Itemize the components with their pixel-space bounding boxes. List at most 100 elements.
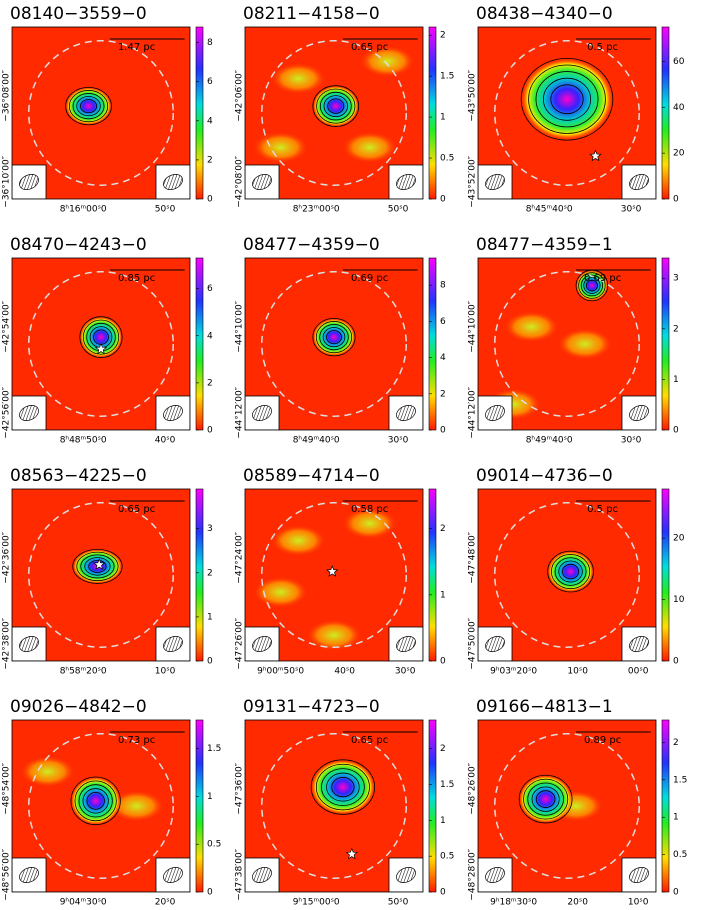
colorbar-label: 2 (207, 155, 213, 165)
frame (244, 488, 424, 662)
contour (531, 786, 560, 812)
beam (252, 405, 272, 421)
star (94, 342, 108, 355)
star (345, 847, 358, 860)
image: 0.65 pc (245, 720, 423, 892)
colorbar (428, 719, 437, 893)
colorbar-label: 1.5 (440, 780, 454, 790)
frame (477, 257, 657, 431)
emission (19, 755, 76, 788)
colorbar (195, 488, 204, 662)
panel-title: 08438−4340−0 (476, 4, 613, 24)
field-circle (494, 40, 640, 186)
contour (547, 550, 594, 593)
dec-label: −47°24′00″ (235, 531, 245, 583)
image: 0.85 pc (12, 258, 190, 430)
scale-label: 0.85 pc (118, 273, 155, 284)
colorbar-label: 1.5 (440, 72, 454, 82)
beam (396, 174, 416, 190)
ra-label: 8ʰ16ᵐ00ˢ0 (60, 205, 107, 215)
panel: 08589−4714−0 0.58 pc 0 1 2 −47°24′00″ −47°26′0… (235, 466, 447, 677)
colorbar-label: 0 (673, 195, 679, 205)
panel: 08211−4158−0 0.65 pc 0 0.5 1 1.5 2 −42°06′00″ −4… (235, 4, 455, 215)
field-circle (28, 40, 174, 186)
panel-title: 08563−4225−0 (10, 466, 147, 486)
contour (84, 557, 111, 576)
frame (477, 488, 657, 662)
colorbar-label: 0 (207, 195, 213, 205)
field-circle (261, 271, 407, 417)
colorbar-label: 0 (440, 426, 446, 436)
colorbar-label: 8 (207, 38, 213, 48)
scale-label: 0.69 pc (584, 273, 621, 284)
panel: 09014−4736−0 0.5 pc 0 10 20 −47°48′00″ −47°50′… (468, 466, 685, 677)
contour (319, 91, 352, 121)
panel-title: 09166−4813−1 (476, 697, 613, 717)
beam (19, 405, 39, 421)
ra-label: 50ˢ0 (388, 898, 409, 908)
beam (19, 636, 39, 652)
beam-right (388, 164, 423, 199)
colorbar-label: 3 (207, 524, 213, 534)
colorbar-label: 2 (440, 389, 446, 399)
contour (315, 763, 370, 811)
dec-label: −42°38′00″ (2, 617, 12, 669)
ra-label: 9ʰ15ᵐ00ˢ0 (293, 898, 340, 908)
emission (341, 131, 398, 164)
beam (163, 636, 183, 652)
ra-label: 30ˢ0 (621, 436, 642, 446)
source (65, 87, 112, 126)
ra-label: 40ˢ0 (334, 667, 355, 677)
colorbar-label: 1 (440, 113, 446, 123)
colorbar-label: 0 (207, 888, 213, 898)
contour (316, 88, 356, 124)
colorbar-label: 0 (440, 657, 446, 667)
contour (79, 316, 123, 358)
panel-title: 09131−4723−0 (243, 697, 380, 717)
contour (72, 548, 123, 584)
contour (70, 776, 121, 826)
beam-right (155, 395, 190, 430)
dec-label: −43°50′00″ (468, 69, 478, 121)
field-circle (261, 502, 407, 648)
star (589, 149, 602, 162)
colorbar-label: 8 (440, 281, 446, 291)
source (310, 759, 375, 815)
image: 0.65 pc (12, 489, 190, 661)
emission (270, 524, 327, 557)
contour (528, 64, 606, 134)
colorbar-label: 0.5 (207, 840, 221, 850)
colorbar-label: 1.5 (207, 744, 221, 754)
contour (562, 563, 580, 580)
emission (556, 328, 613, 360)
panel: 09166−4813−1 0.89 pc 0 0.5 1 1.5 2 −48°26′00″ −4… (468, 697, 688, 908)
frame (244, 257, 424, 431)
beam (485, 174, 505, 190)
source (312, 85, 359, 127)
field-circle (28, 502, 174, 648)
dec-label: −44°10′00″ (235, 300, 245, 352)
ra-label: 10ˢ0 (567, 667, 588, 677)
colorbar-label: 1 (440, 816, 446, 826)
beam (629, 636, 649, 652)
contour (535, 71, 599, 128)
ra-label: 10ˢ0 (155, 667, 176, 677)
beam (19, 174, 39, 190)
dec-label: −47°36′00″ (235, 762, 245, 814)
dec-label: −42°06′00″ (235, 69, 245, 121)
beam (485, 405, 505, 421)
dec-label: −47°26′00″ (235, 617, 245, 669)
ra-label: 30ˢ0 (621, 205, 642, 215)
image: 1.47 pc (12, 27, 190, 199)
contour (580, 274, 604, 297)
contour (88, 559, 107, 573)
panel-title: 09026−4842−0 (10, 697, 147, 717)
beam (163, 174, 183, 190)
colorbar-label: 1.5 (673, 775, 687, 785)
image: 0.73 pc (12, 720, 190, 892)
colorbar-label: 0 (673, 657, 679, 667)
star (326, 565, 339, 577)
colorbar-label: 2 (207, 568, 213, 578)
image: 0.89 pc (478, 720, 656, 892)
colorbar-label: 0.5 (440, 852, 454, 862)
